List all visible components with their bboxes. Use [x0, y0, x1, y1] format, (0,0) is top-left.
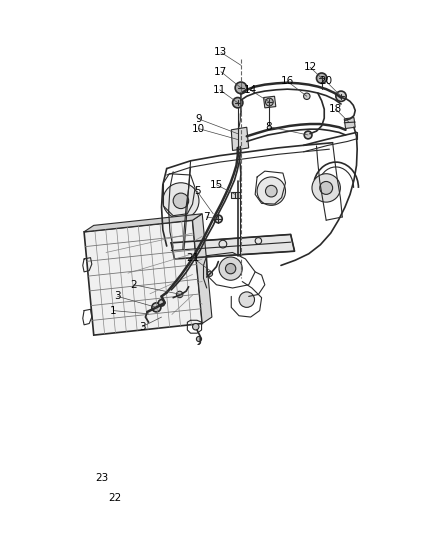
- Text: 2: 2: [131, 280, 137, 290]
- Circle shape: [239, 292, 254, 308]
- Circle shape: [304, 93, 310, 100]
- Text: 22: 22: [109, 493, 122, 503]
- Polygon shape: [193, 214, 212, 324]
- Circle shape: [336, 91, 346, 101]
- Circle shape: [304, 131, 312, 139]
- Text: 10: 10: [192, 124, 205, 134]
- Circle shape: [257, 177, 286, 205]
- Text: 16: 16: [281, 76, 294, 86]
- Text: 8: 8: [265, 122, 272, 132]
- Text: 1: 1: [110, 305, 117, 316]
- Text: 11: 11: [213, 85, 226, 95]
- Text: 7: 7: [203, 212, 210, 222]
- Text: 3: 3: [114, 292, 121, 301]
- Text: 17: 17: [214, 67, 228, 77]
- Circle shape: [193, 324, 199, 330]
- Circle shape: [265, 98, 273, 106]
- Circle shape: [152, 303, 161, 312]
- Text: 18: 18: [329, 104, 343, 114]
- Polygon shape: [84, 214, 202, 232]
- Circle shape: [207, 271, 212, 277]
- Bar: [231, 192, 240, 198]
- Polygon shape: [231, 127, 249, 150]
- Circle shape: [177, 291, 183, 298]
- Text: 12: 12: [304, 62, 317, 72]
- Text: 21: 21: [186, 253, 199, 263]
- Text: 14: 14: [244, 85, 257, 95]
- Circle shape: [163, 183, 199, 219]
- Circle shape: [317, 73, 327, 83]
- Circle shape: [173, 193, 189, 208]
- Text: 13: 13: [214, 47, 228, 58]
- Polygon shape: [344, 118, 355, 128]
- Polygon shape: [264, 96, 276, 108]
- Text: 20: 20: [320, 76, 333, 86]
- Text: 9: 9: [195, 114, 201, 124]
- Text: 3: 3: [139, 322, 145, 332]
- Circle shape: [219, 257, 242, 280]
- Circle shape: [226, 263, 236, 274]
- Circle shape: [265, 185, 277, 197]
- Circle shape: [158, 300, 165, 306]
- Polygon shape: [171, 235, 294, 259]
- Text: 23: 23: [95, 473, 109, 483]
- Circle shape: [312, 174, 340, 202]
- Circle shape: [235, 82, 247, 94]
- Text: 5: 5: [194, 186, 200, 196]
- Circle shape: [320, 181, 332, 195]
- Circle shape: [215, 215, 222, 223]
- Text: 15: 15: [210, 180, 223, 190]
- Circle shape: [196, 336, 201, 342]
- Polygon shape: [84, 220, 202, 335]
- Circle shape: [233, 98, 243, 108]
